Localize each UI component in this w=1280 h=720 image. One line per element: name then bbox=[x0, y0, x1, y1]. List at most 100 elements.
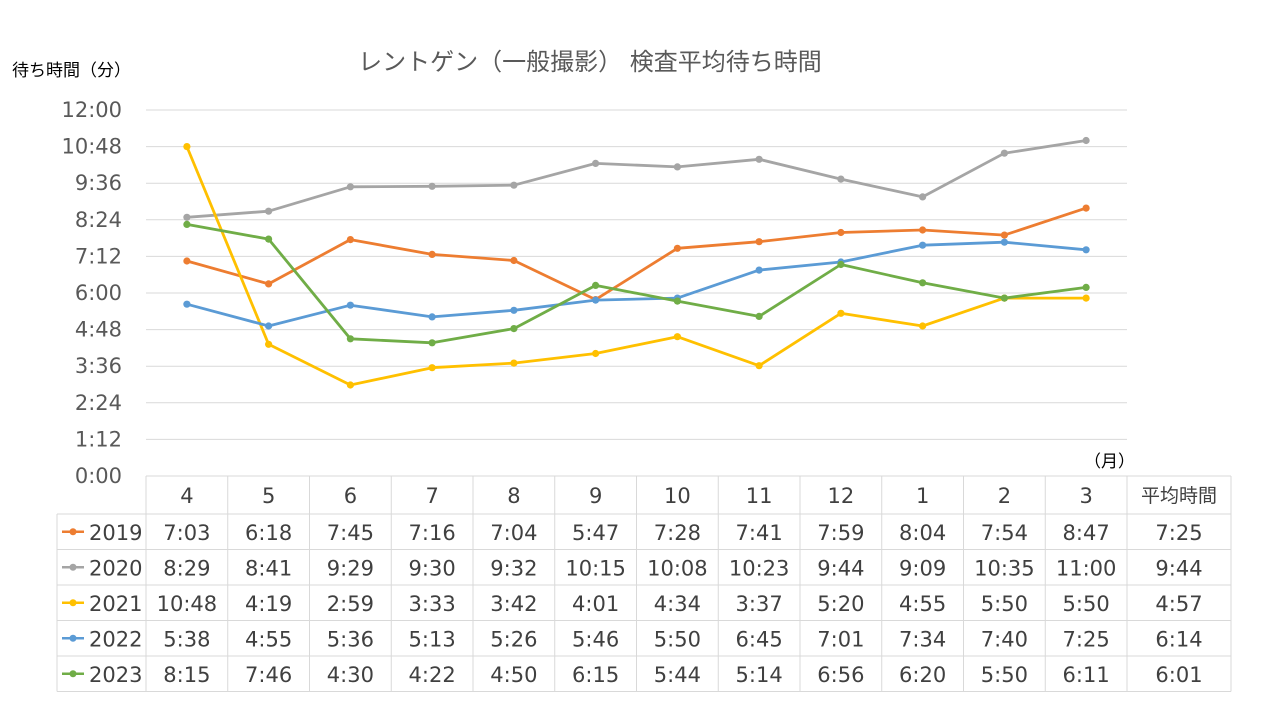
table-cell: 4:55 bbox=[899, 592, 946, 616]
legend-key-marker bbox=[69, 563, 77, 571]
table-average-cell: 9:44 bbox=[1155, 556, 1202, 580]
table-cell: 5:36 bbox=[327, 627, 374, 651]
series-line-2020 bbox=[186, 139, 1087, 219]
table-cell: 7:41 bbox=[736, 521, 783, 545]
table-cell: 10:15 bbox=[565, 556, 626, 580]
data-point-2023 bbox=[592, 281, 600, 289]
table-cell: 8:47 bbox=[1063, 521, 1110, 545]
data-point-2020 bbox=[592, 159, 600, 167]
table-cell: 5:46 bbox=[572, 627, 619, 651]
table-cell: 7:01 bbox=[817, 627, 864, 651]
data-point-2023 bbox=[346, 335, 354, 343]
data-point-2019 bbox=[837, 228, 845, 237]
table-cell: 9:29 bbox=[327, 556, 374, 580]
x-tick-label: 1 bbox=[916, 484, 929, 508]
data-point-2023 bbox=[1082, 283, 1090, 291]
data-point-2023 bbox=[837, 260, 845, 269]
data-point-2021 bbox=[183, 143, 191, 151]
data-point-2021 bbox=[265, 340, 273, 348]
data-point-2023 bbox=[755, 312, 763, 320]
data-point-2020 bbox=[428, 182, 436, 190]
table-average-cell: 7:25 bbox=[1155, 521, 1202, 545]
table-cell: 9:32 bbox=[490, 556, 537, 580]
table-cell: 5:50 bbox=[981, 663, 1028, 687]
data-point-2022 bbox=[346, 301, 354, 309]
data-point-2022 bbox=[755, 266, 763, 274]
table-cell: 4:55 bbox=[245, 627, 292, 651]
series-line-2019 bbox=[186, 206, 1087, 302]
data-point-2020 bbox=[346, 183, 354, 191]
data-point-2021 bbox=[755, 362, 763, 370]
data-point-2020 bbox=[1082, 136, 1090, 145]
table-cell: 5:14 bbox=[736, 663, 783, 687]
y-tick-label: 3:36 bbox=[75, 354, 122, 378]
y-tick-label: 10:48 bbox=[61, 135, 122, 159]
table-cell: 7:03 bbox=[163, 521, 210, 545]
legend-key-marker bbox=[69, 670, 77, 678]
table-cell: 7:40 bbox=[981, 627, 1028, 651]
data-point-2021 bbox=[510, 359, 518, 367]
data-point-2019 bbox=[346, 236, 354, 244]
table-cell: 5:50 bbox=[1063, 592, 1110, 616]
legend-key-marker bbox=[69, 599, 77, 607]
table-cell: 7:59 bbox=[817, 521, 864, 545]
legend-series-name: 2023 bbox=[89, 663, 142, 687]
data-point-2022 bbox=[592, 296, 600, 304]
x-tick-label: 10 bbox=[664, 484, 691, 508]
table-cell: 8:29 bbox=[163, 556, 210, 580]
data-point-2019 bbox=[510, 256, 518, 265]
data-point-2023 bbox=[919, 279, 927, 287]
x-tick-label: 7 bbox=[425, 484, 438, 508]
data-point-2019 bbox=[1082, 204, 1090, 212]
data-point-2020 bbox=[837, 175, 845, 183]
legend-series-name: 2019 bbox=[89, 521, 142, 545]
data-point-2019 bbox=[183, 257, 191, 265]
x-tick-label: 6 bbox=[344, 484, 357, 508]
data-point-2019 bbox=[919, 226, 927, 234]
table-cell: 5:50 bbox=[981, 592, 1028, 616]
table-cell: 11:00 bbox=[1056, 556, 1117, 580]
table-cell: 6:56 bbox=[817, 663, 864, 687]
x-tick-label: 3 bbox=[1079, 484, 1092, 508]
series-line-2023 bbox=[186, 223, 1087, 345]
chart-title: レントゲン（一般撮影） 検査平均待ち時間 bbox=[358, 48, 822, 76]
data-point-2019 bbox=[755, 238, 763, 246]
data-point-2022 bbox=[265, 322, 273, 330]
data-point-2022 bbox=[1082, 246, 1090, 254]
table-cell: 5:20 bbox=[817, 592, 864, 616]
table-cell: 3:33 bbox=[409, 592, 456, 616]
data-point-2021 bbox=[1082, 294, 1090, 302]
series-line-2022 bbox=[186, 240, 1087, 328]
data-point-2023 bbox=[1000, 294, 1009, 302]
table-cell: 7:16 bbox=[409, 521, 456, 545]
table-cell: 10:08 bbox=[647, 556, 708, 580]
table-cell: 7:34 bbox=[899, 627, 946, 651]
table-cell: 6:20 bbox=[899, 663, 946, 687]
data-point-2022 bbox=[919, 241, 927, 249]
data-point-2023 bbox=[265, 235, 273, 243]
table-average-cell: 6:01 bbox=[1155, 663, 1202, 687]
data-point-2019 bbox=[428, 250, 436, 258]
y-tick-label: 1:12 bbox=[75, 427, 122, 451]
legend-series-name: 2022 bbox=[89, 627, 142, 651]
average-header: 平均時間 bbox=[1141, 485, 1217, 507]
data-point-2019 bbox=[673, 244, 682, 252]
x-axis-unit-label: （月） bbox=[1084, 452, 1135, 472]
table-cell: 3:42 bbox=[490, 592, 537, 616]
table-cell: 6:11 bbox=[1063, 663, 1110, 687]
data-point-2020 bbox=[510, 181, 518, 189]
x-tick-label: 12 bbox=[828, 484, 855, 508]
table-cell: 4:19 bbox=[245, 592, 292, 616]
table-cell: 5:44 bbox=[654, 663, 701, 687]
data-point-2021 bbox=[346, 381, 354, 389]
data-point-2021 bbox=[919, 322, 927, 330]
data-point-2022 bbox=[510, 306, 518, 314]
table-cell: 8:15 bbox=[163, 663, 210, 687]
series-lines bbox=[183, 136, 1090, 389]
table-cell: 5:13 bbox=[409, 627, 456, 651]
table-cell: 10:48 bbox=[157, 592, 218, 616]
table-cell: 5:38 bbox=[163, 627, 210, 651]
table-cell: 5:50 bbox=[654, 627, 701, 651]
